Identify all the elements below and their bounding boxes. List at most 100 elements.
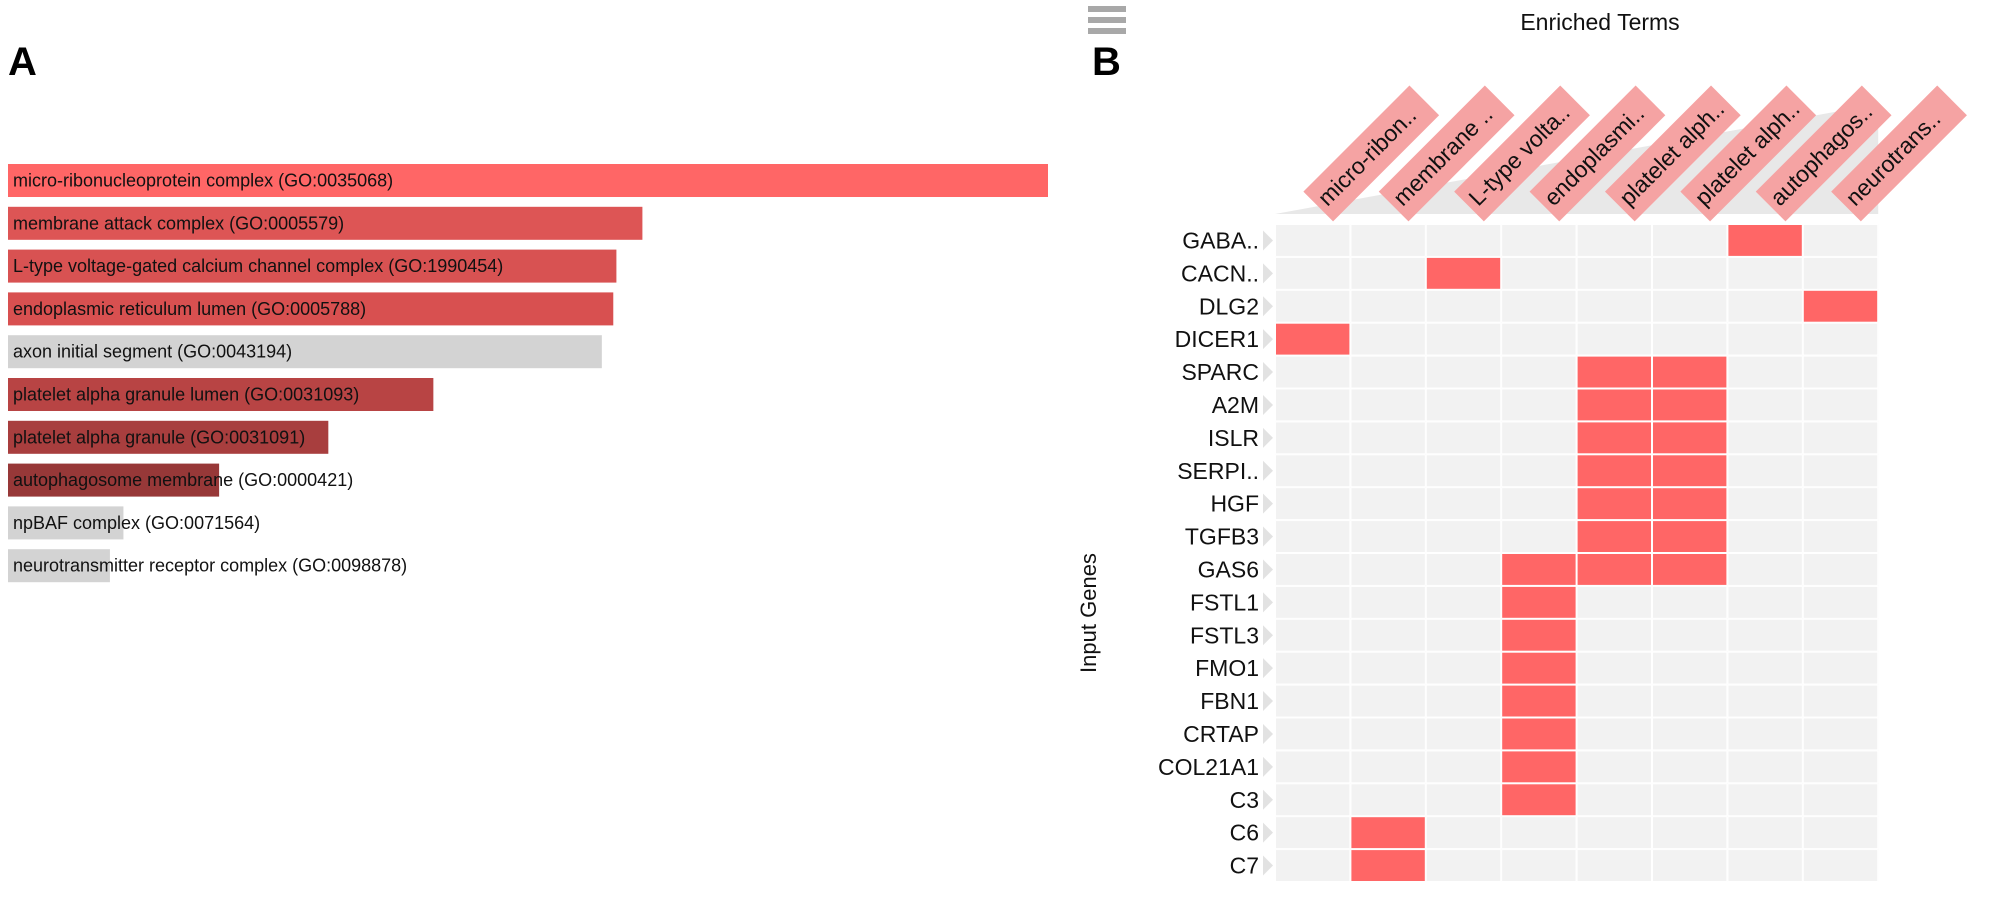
- heatmap-cell-5-3: [1501, 388, 1577, 422]
- heatmap-cell-10-2: [1425, 553, 1502, 586]
- heatmap-cell-17-2: [1425, 783, 1502, 817]
- heatmap-cell-5-4: [1576, 388, 1652, 422]
- heatmap-cell-10-0: [1275, 553, 1351, 586]
- heatmap-cell-5-7: [1802, 388, 1879, 422]
- bar-0: [8, 164, 1048, 197]
- bar-chart: micro-ribonucleoprotein complex (GO:0035…: [8, 164, 1048, 583]
- bar-2: [8, 249, 617, 283]
- heatmap-cell-13-7: [1802, 651, 1879, 685]
- bar-label-4: axon initial segment (GO:0043194): [13, 342, 292, 362]
- bar-label-5: platelet alpha granule lumen (GO:0031093…: [13, 385, 359, 405]
- heatmap-cell-0-3: [1501, 224, 1577, 257]
- row-marker-2: [1263, 296, 1273, 317]
- column-header-bg-6: [1755, 85, 1892, 222]
- heatmap-cell-18-7: [1802, 816, 1879, 850]
- heatmap-cell-8-0: [1275, 487, 1351, 521]
- heatmap-cell-1-1: [1350, 256, 1426, 290]
- row-label-12: FSTL3: [1190, 622, 1259, 648]
- heatmap-cell-14-6: [1727, 684, 1803, 718]
- heatmap-cell-9-2: [1425, 520, 1502, 553]
- heatmap-cell-14-7: [1802, 684, 1879, 718]
- heatmap-cell-8-1: [1350, 487, 1426, 521]
- heatmap-cell-6-3: [1501, 421, 1577, 455]
- heatmap-cell-9-7: [1802, 520, 1879, 553]
- heatmap-cell-9-0: [1275, 520, 1351, 553]
- row-label-2: DLG2: [1199, 293, 1259, 319]
- heatmap-cell-11-2: [1425, 585, 1502, 619]
- heatmap-cell-1-5: [1652, 256, 1728, 290]
- heatmap-cell-19-5: [1652, 849, 1728, 882]
- row-marker-8: [1263, 493, 1273, 514]
- heatmap-cell-16-5: [1652, 750, 1728, 784]
- heatmap-cell-11-4: [1576, 585, 1652, 619]
- heatmap-cell-12-5: [1652, 618, 1728, 652]
- heatmap-cell-7-4: [1576, 454, 1652, 488]
- heatmap-cell-15-0: [1275, 717, 1351, 751]
- hamburger-menu-icon[interactable]: [1088, 6, 1126, 38]
- bar-8: [8, 506, 124, 540]
- heatmap-cell-6-5: [1652, 421, 1728, 455]
- heatmap-cell-14-0: [1275, 684, 1351, 718]
- row-label-19: C7: [1230, 853, 1259, 879]
- heatmap-cell-1-3: [1501, 256, 1577, 290]
- heatmap-cell-19-4: [1576, 849, 1652, 882]
- heatmap-cell-8-2: [1425, 487, 1502, 521]
- row-marker-10: [1263, 559, 1273, 580]
- heatmap-cell-6-2: [1425, 421, 1502, 455]
- heatmap-cell-9-6: [1727, 520, 1803, 553]
- row-label-9: TGFB3: [1185, 524, 1259, 550]
- heatmap-cell-13-2: [1425, 651, 1502, 685]
- heatmap-cell-4-6: [1727, 355, 1803, 389]
- heatmap-cell-0-7: [1802, 224, 1879, 257]
- heatmap-cell-9-3: [1501, 520, 1577, 553]
- heatmap-cell-17-5: [1652, 783, 1728, 817]
- row-marker-1: [1263, 263, 1273, 284]
- row-label-16: COL21A1: [1158, 754, 1259, 780]
- row-label-10: GAS6: [1198, 556, 1259, 582]
- heatmap-cell-6-4: [1576, 421, 1652, 455]
- heatmap-cell-6-6: [1727, 421, 1803, 455]
- bar-1: [8, 206, 643, 240]
- row-marker-6: [1263, 427, 1273, 448]
- heatmap-cell-13-1: [1350, 651, 1426, 685]
- heatmap-cell-8-6: [1727, 487, 1803, 521]
- row-label-3: DICER1: [1175, 326, 1259, 352]
- heatmap-cell-16-6: [1727, 750, 1803, 784]
- heatmap-cell-9-1: [1350, 520, 1426, 553]
- row-marker-0: [1263, 230, 1273, 251]
- bar-3: [8, 292, 614, 326]
- heatmap-cell-12-3: [1501, 618, 1577, 652]
- heatmap-cell-7-7: [1802, 454, 1879, 488]
- bar-label-8: npBAF complex (GO:0071564): [13, 513, 260, 533]
- heatmap-cell-18-1: [1350, 816, 1426, 850]
- heatmap-cell-14-3: [1501, 684, 1577, 718]
- bar-label-9: neurotransmitter receptor complex (GO:00…: [13, 556, 407, 576]
- heatmap-cell-2-0: [1275, 289, 1351, 323]
- heatmap-cell-17-4: [1576, 783, 1652, 817]
- row-label-0: GABA..: [1182, 227, 1259, 253]
- heatmap-cell-9-4: [1576, 520, 1652, 553]
- row-marker-14: [1263, 691, 1273, 712]
- row-label-17: C3: [1230, 787, 1259, 813]
- heatmap-cell-9-5: [1652, 520, 1728, 553]
- row-marker-16: [1263, 756, 1273, 777]
- heatmap-cell-5-1: [1350, 388, 1426, 422]
- bar-6: [8, 420, 329, 454]
- column-header-bg-0: [1303, 85, 1440, 222]
- bar-label-0: micro-ribonucleoprotein complex (GO:0035…: [13, 171, 393, 191]
- heatmap-cell-16-1: [1350, 750, 1426, 784]
- heatmap-cell-12-1: [1350, 618, 1426, 652]
- heatmap-cell-1-7: [1802, 256, 1879, 290]
- column-header-bg-3: [1529, 85, 1666, 222]
- heatmap-cell-12-0: [1275, 618, 1351, 652]
- heatmap-cell-3-6: [1727, 322, 1803, 356]
- heatmap-cell-5-6: [1727, 388, 1803, 422]
- column-header-bg-7: [1831, 85, 1967, 222]
- heatmap-cell-4-4: [1576, 355, 1652, 389]
- heatmap-cell-17-1: [1350, 783, 1426, 817]
- row-label-7: SERPI..: [1177, 458, 1259, 484]
- heatmap-cell-2-4: [1576, 289, 1652, 323]
- row-label-6: ISLR: [1208, 425, 1259, 451]
- heatmap-cell-16-0: [1275, 750, 1351, 784]
- row-label-1: CACN..: [1181, 260, 1259, 286]
